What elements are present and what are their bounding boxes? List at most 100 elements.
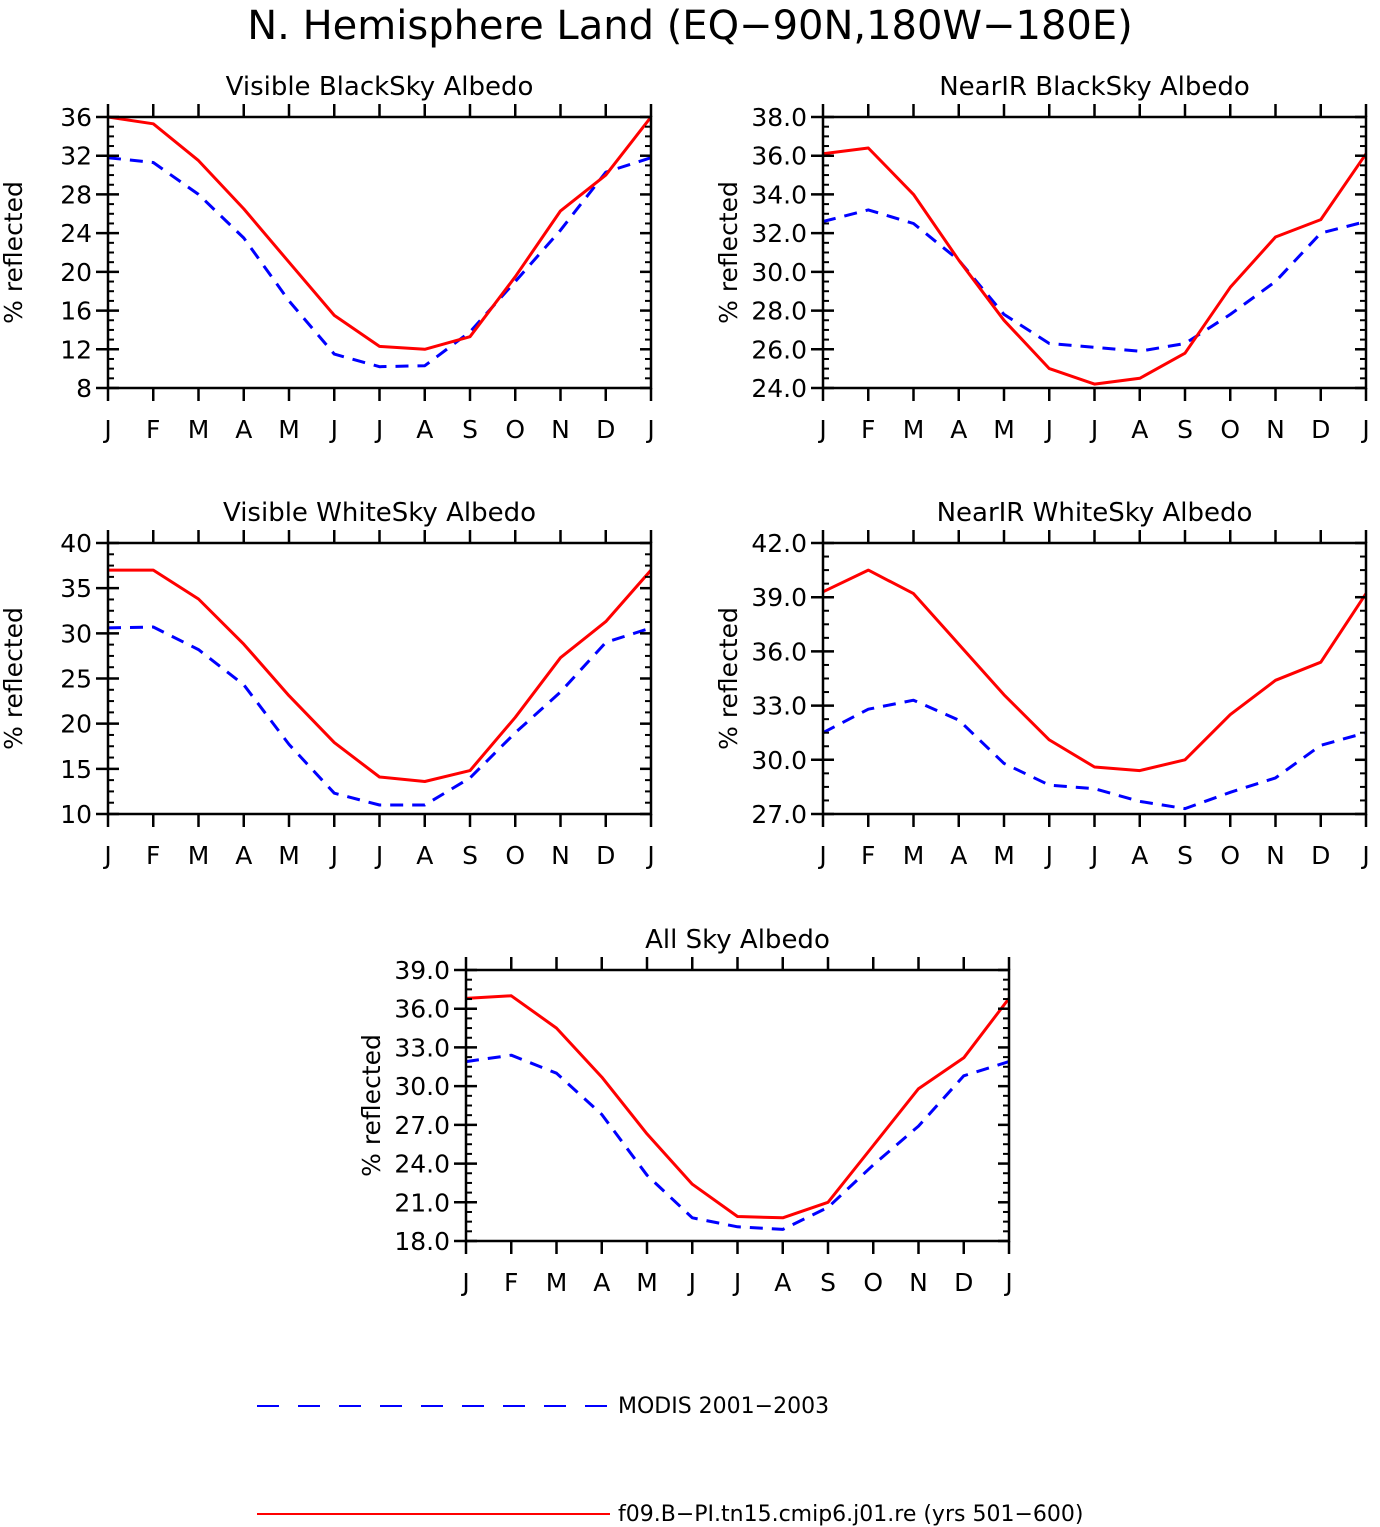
y-tick-label: 40 bbox=[60, 529, 92, 558]
x-tick-label: A bbox=[1131, 415, 1148, 444]
y-tick-label: 8 bbox=[76, 374, 92, 403]
y-tick-label: 36.0 bbox=[394, 995, 450, 1024]
x-tick-label: F bbox=[504, 1268, 518, 1297]
x-tick-label: J bbox=[817, 415, 826, 444]
y-tick-label: 10 bbox=[60, 800, 92, 829]
series-line-model bbox=[822, 568, 1368, 773]
y-axis-label: % reflected bbox=[357, 1034, 386, 1177]
y-tick-label: 12 bbox=[60, 335, 92, 364]
y-tick-label: 18.0 bbox=[394, 1227, 450, 1256]
x-tick-label: A bbox=[416, 415, 433, 444]
x-tick-label: J bbox=[687, 1268, 696, 1297]
y-tick-label: 42.0 bbox=[751, 529, 807, 558]
x-tick-label: D bbox=[596, 841, 615, 870]
y-axis-label: % reflected bbox=[0, 607, 28, 750]
y-tick-label: 36.0 bbox=[751, 637, 807, 666]
y-tick-label: 39.0 bbox=[751, 583, 807, 612]
x-tick-label: N bbox=[551, 841, 570, 870]
panel-title: Visible WhiteSky Albedo bbox=[223, 498, 536, 528]
x-tick-label: O bbox=[863, 1268, 883, 1297]
y-tick-label: 39.0 bbox=[394, 956, 450, 985]
y-tick-label: 24.0 bbox=[751, 374, 807, 403]
y-tick-label: 27.0 bbox=[394, 1111, 450, 1140]
panel-title: All Sky Albedo bbox=[645, 925, 830, 955]
y-axis-label: % reflected bbox=[714, 181, 743, 324]
x-tick-label: F bbox=[861, 415, 875, 444]
x-tick-label: O bbox=[1220, 841, 1240, 870]
series-line-model bbox=[822, 146, 1368, 386]
x-tick-label: J bbox=[1360, 841, 1369, 870]
y-tick-label: 26.0 bbox=[751, 335, 807, 364]
x-tick-label: F bbox=[861, 841, 875, 870]
y-tick-label: 36.0 bbox=[751, 142, 807, 171]
series-line-modis bbox=[107, 625, 652, 807]
panel-title: NearIR BlackSky Albedo bbox=[939, 72, 1250, 102]
x-tick-label: J bbox=[1003, 1268, 1012, 1297]
series-line-modis bbox=[465, 1053, 1010, 1231]
y-tick-label: 20 bbox=[60, 258, 92, 287]
x-tick-label: N bbox=[551, 415, 570, 444]
y-tick-label: 30 bbox=[60, 619, 92, 648]
series-line-modis bbox=[107, 156, 652, 369]
x-tick-label: J bbox=[329, 841, 338, 870]
x-tick-label: A bbox=[235, 841, 252, 870]
y-tick-label: 24 bbox=[60, 219, 92, 248]
x-tick-label: J bbox=[645, 841, 654, 870]
plot-frame bbox=[106, 541, 653, 816]
plot-frame bbox=[464, 968, 1011, 1243]
y-tick-label: 33.0 bbox=[394, 1033, 450, 1062]
x-tick-label: J bbox=[102, 415, 111, 444]
legend: MODIS 2001−2003 f09.B−PI.tn15.cmip6.j01.… bbox=[257, 1394, 1083, 1527]
x-tick-label: M bbox=[278, 841, 300, 870]
y-tick-label: 15 bbox=[60, 755, 92, 784]
legend-label-modis: MODIS 2001−2003 bbox=[618, 1394, 829, 1419]
x-tick-label: F bbox=[146, 841, 160, 870]
x-tick-label: J bbox=[460, 1268, 469, 1297]
x-tick-label: M bbox=[993, 415, 1015, 444]
series-line-modis bbox=[822, 208, 1367, 353]
x-tick-label: M bbox=[188, 841, 210, 870]
x-tick-label: J bbox=[732, 1268, 741, 1297]
x-tick-label: J bbox=[645, 415, 654, 444]
x-tick-label: O bbox=[1220, 415, 1240, 444]
x-tick-label: A bbox=[950, 415, 967, 444]
x-tick-label: S bbox=[820, 1268, 836, 1297]
y-tick-label: 27.0 bbox=[751, 800, 807, 829]
y-tick-label: 25 bbox=[60, 665, 92, 694]
y-tick-label: 24.0 bbox=[394, 1150, 450, 1179]
y-tick-label: 32 bbox=[60, 142, 92, 171]
x-tick-label: A bbox=[1131, 841, 1148, 870]
y-tick-label: 34.0 bbox=[751, 180, 807, 209]
x-tick-label: J bbox=[1044, 415, 1053, 444]
x-tick-label: J bbox=[102, 841, 111, 870]
x-tick-label: M bbox=[278, 415, 300, 444]
y-axis-label: % reflected bbox=[714, 607, 743, 750]
x-tick-label: A bbox=[593, 1268, 610, 1297]
y-tick-label: 36 bbox=[60, 103, 92, 132]
x-tick-label: O bbox=[505, 841, 525, 870]
y-tick-label: 28.0 bbox=[751, 297, 807, 326]
panel-title: Visible BlackSky Albedo bbox=[226, 72, 534, 102]
y-tick-label: 20 bbox=[60, 710, 92, 739]
y-tick-label: 30.0 bbox=[751, 258, 807, 287]
x-tick-label: J bbox=[374, 841, 383, 870]
y-tick-label: 30.0 bbox=[751, 746, 807, 775]
y-tick-label: 30.0 bbox=[394, 1072, 450, 1101]
series-line-model bbox=[107, 115, 653, 351]
x-tick-label: S bbox=[462, 841, 478, 870]
y-tick-label: 21.0 bbox=[394, 1188, 450, 1217]
x-tick-label: J bbox=[374, 415, 383, 444]
x-tick-label: J bbox=[329, 415, 338, 444]
y-tick-label: 33.0 bbox=[751, 692, 807, 721]
x-tick-label: J bbox=[1360, 415, 1369, 444]
x-tick-label: J bbox=[1089, 415, 1098, 444]
x-tick-label: S bbox=[462, 415, 478, 444]
x-tick-label: A bbox=[235, 415, 252, 444]
x-tick-label: M bbox=[188, 415, 210, 444]
plot-frame bbox=[821, 115, 1368, 390]
series-line-modis bbox=[822, 698, 1367, 811]
